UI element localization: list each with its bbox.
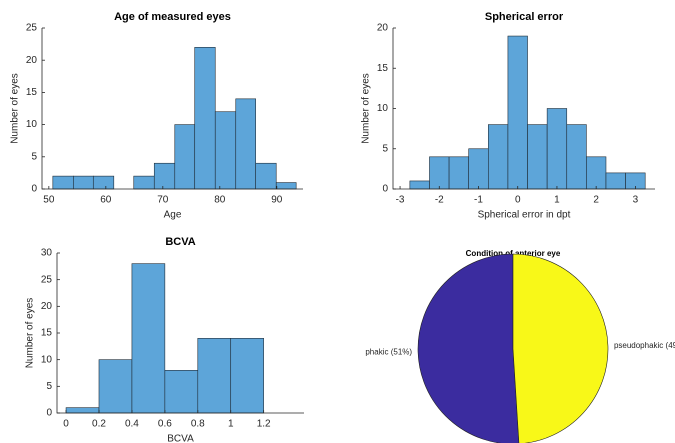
- bar: [164, 370, 199, 414]
- bar: [73, 175, 94, 190]
- bar: [98, 359, 133, 414]
- x-tick-label: 0.6: [158, 419, 172, 430]
- x-axis-label: Spherical error in dpt: [478, 210, 571, 221]
- bar: [566, 124, 587, 190]
- y-tick-label: 25: [26, 23, 38, 34]
- x-tick-label: 3: [633, 195, 639, 206]
- y-tick-label: 15: [26, 87, 38, 98]
- y-tick-label: 20: [26, 55, 38, 66]
- y-tick-label: 10: [26, 119, 38, 130]
- bar: [255, 162, 277, 190]
- bar: [448, 156, 469, 190]
- y-tick-label: 20: [41, 301, 53, 312]
- bar: [131, 263, 166, 414]
- bar: [586, 156, 607, 190]
- x-tick-label: 0.2: [92, 419, 106, 430]
- y-axis-label: Number of eyes: [10, 73, 21, 144]
- bar: [488, 124, 509, 190]
- bar: [605, 172, 626, 190]
- x-tick-label: -1: [474, 195, 483, 206]
- bar: [235, 98, 257, 190]
- bar: [214, 111, 237, 190]
- y-tick-label: 25: [41, 274, 53, 285]
- bar: [230, 338, 264, 414]
- bar: [197, 338, 232, 414]
- x-tick-label: -3: [396, 195, 405, 206]
- x-tick-label: 60: [100, 195, 112, 206]
- y-tick-label: 15: [377, 63, 389, 74]
- x-axis-label: BCVA: [167, 434, 194, 443]
- chart-title: Condition of anterior eye: [466, 249, 561, 258]
- bar: [468, 148, 489, 190]
- x-tick-label: 2: [593, 195, 599, 206]
- chart-title: Spherical error: [485, 11, 564, 23]
- y-tick-label: 5: [382, 143, 388, 154]
- bar: [153, 162, 176, 190]
- bar: [194, 47, 216, 190]
- x-tick-label: 90: [271, 195, 283, 206]
- x-tick-label: 0.8: [191, 419, 205, 430]
- x-axis-label: Age: [164, 210, 182, 221]
- x-tick-label: 80: [214, 195, 226, 206]
- y-tick-label: 10: [41, 354, 53, 365]
- bar: [507, 35, 528, 190]
- bar: [174, 124, 196, 190]
- x-tick-label: 0: [515, 195, 521, 206]
- y-tick-label: 0: [31, 184, 37, 195]
- y-tick-label: 0: [382, 184, 388, 195]
- chart-title: Age of measured eyes: [114, 11, 231, 23]
- x-tick-label: 0: [63, 419, 69, 430]
- bar: [409, 180, 430, 190]
- y-tick-label: 30: [41, 248, 53, 259]
- y-tick-label: 20: [377, 23, 389, 34]
- x-tick-label: 50: [43, 195, 55, 206]
- x-tick-label: -2: [435, 195, 444, 206]
- y-tick-label: 10: [377, 103, 389, 114]
- x-tick-label: 1: [228, 419, 234, 430]
- bar: [52, 175, 74, 190]
- bar: [275, 182, 297, 190]
- x-tick-label: 1.2: [257, 419, 271, 430]
- x-tick-label: 70: [157, 195, 169, 206]
- x-tick-label: 1: [554, 195, 560, 206]
- bar: [429, 156, 450, 190]
- x-tick-label: 0.4: [125, 419, 139, 430]
- bar: [65, 407, 100, 414]
- y-tick-label: 5: [31, 151, 37, 162]
- slice-label: pseudophakic (49%): [614, 341, 675, 350]
- pie-slice: [512, 253, 609, 443]
- y-tick-label: 0: [46, 408, 52, 419]
- bar: [527, 124, 548, 190]
- y-axis-label: Number of eyes: [25, 298, 36, 369]
- pie-slice: [417, 253, 520, 443]
- chart-title: BCVA: [165, 236, 195, 248]
- bar: [133, 175, 155, 190]
- y-axis-label: Number of eyes: [361, 73, 372, 144]
- bar: [546, 108, 568, 190]
- y-tick-label: 5: [46, 381, 52, 392]
- bar: [92, 175, 115, 190]
- y-tick-label: 15: [41, 328, 53, 339]
- slice-label: phakic (51%): [365, 347, 412, 356]
